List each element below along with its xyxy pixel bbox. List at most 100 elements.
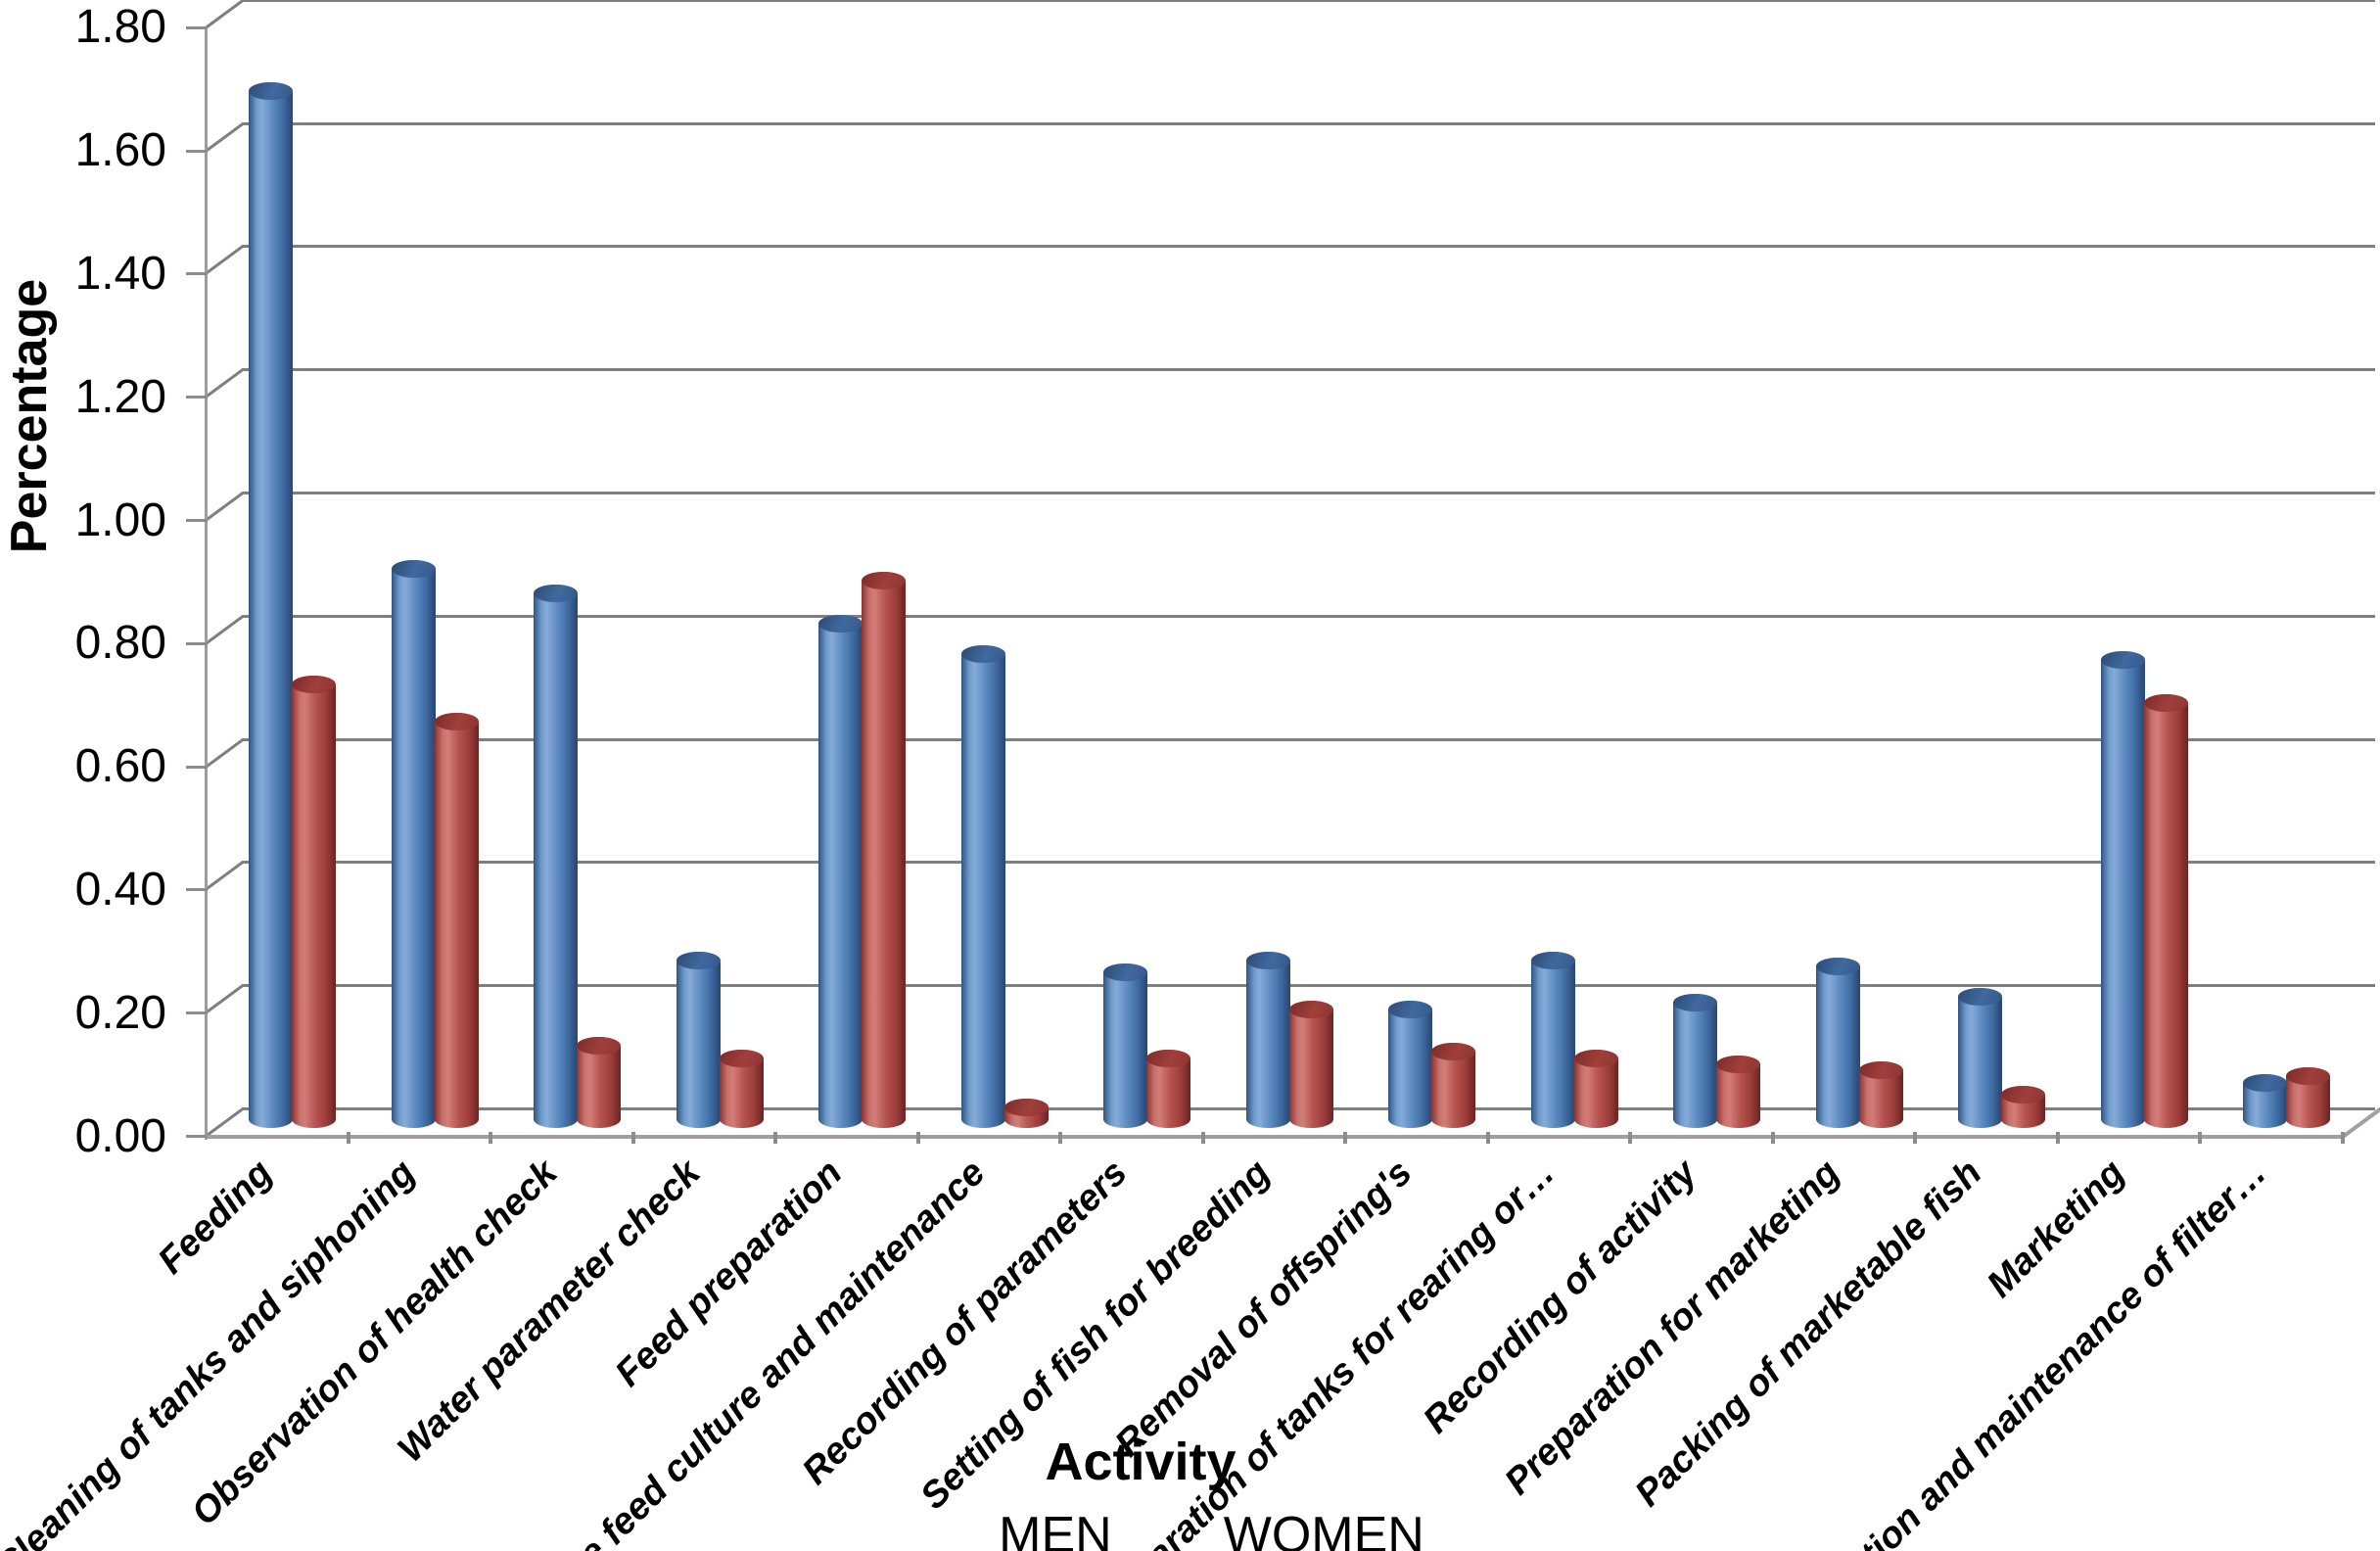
bar-women-10 [1573,1049,1618,1128]
bar-women-5 [862,572,906,1128]
floor-right-edge [2341,1106,2380,1139]
x-tick [2340,1131,2345,1144]
gridline [243,245,2375,249]
bar-women-6 [1003,1098,1049,1128]
cylinder-cap [1530,951,1575,969]
y-tick [186,1135,208,1138]
bar-men-8 [1245,951,1290,1128]
cylinder-cap [1431,1043,1475,1061]
y-tick-label: 1.20 [74,370,166,423]
gridline [243,861,2375,865]
y-tick-label: 1.00 [74,494,166,546]
gridline-connector [205,614,245,645]
cylinder-cap [862,572,906,589]
y-tick [186,272,208,276]
gridline-connector [205,983,245,1014]
y-tick [186,1011,208,1015]
bar-women-13 [2001,1086,2045,1128]
category-label: Recording of activity [1415,1152,1705,1442]
x-tick [346,1131,350,1144]
cylinder-cap [1573,1049,1618,1067]
cylinder-cap [2100,651,2145,670]
x-axis-title: Activity [1045,1433,1237,1491]
y-tick [186,765,208,769]
cylinder-cap [292,676,336,694]
y-tick-label: 0.00 [74,1109,166,1162]
y-tick [186,888,208,892]
gridline-connector [205,0,245,29]
y-tick [186,149,208,153]
legend: MEN WOMEN [0,1509,2380,1551]
gridline-connector [205,245,245,276]
x-tick [2055,1131,2060,1144]
y-tick [186,396,208,400]
gridline [243,121,2375,125]
legend-item-women: WOMEN [1181,1509,1424,1551]
bar-men-15 [2243,1073,2287,1128]
bar-women-2 [434,712,479,1128]
gridline-connector [205,1106,245,1138]
bar-women-7 [1146,1049,1190,1128]
y-tick [186,25,208,29]
x-tick [2198,1131,2202,1144]
legend-label-women: WOMEN [1223,1507,1424,1551]
y-tick-label: 0.60 [74,740,166,793]
cylinder-cap [1388,1000,1432,1018]
bar-men-7 [1103,964,1147,1128]
gridline-connector [205,737,245,769]
x-tick [1770,1131,1775,1144]
x-tick [1343,1131,1347,1144]
bar-women-14 [2143,694,2188,1128]
cylinder-cap [1288,1000,1333,1018]
cylinder-cap [2143,694,2188,712]
y-tick-label: 1.80 [74,1,166,54]
cylinder-cap [1146,1049,1190,1067]
gridline-connector [205,367,245,399]
cylinder-cap [2286,1067,2330,1086]
cylinder-cap [960,645,1005,663]
x-tick [1200,1131,1205,1144]
bar-women-8 [1288,1000,1333,1128]
x-tick [1058,1131,1062,1144]
x-tick [773,1131,777,1144]
category-label: Removal of offspring's [1107,1152,1421,1465]
gridline-connector [205,121,245,153]
x-tick [630,1131,635,1144]
y-tick-label: 1.60 [74,124,166,177]
category-label: Feeding [150,1152,281,1283]
y-tick-label: 0.40 [74,863,166,916]
bar-men-13 [1958,988,2002,1128]
x-tick [1485,1131,1490,1144]
bar-women-9 [1431,1043,1475,1128]
cylinder-cap [391,559,436,578]
gridline [243,984,2375,988]
cylinder-cap [1815,957,1860,975]
bar-women-15 [2286,1067,2330,1128]
bar-men-3 [534,584,578,1128]
cylinder-cap [577,1037,621,1055]
men-color-swatch [956,1515,985,1550]
cylinder-cap [1673,994,1717,1012]
bar-men-4 [676,951,721,1128]
cylinder-cap [434,712,479,730]
y-tick-label: 0.20 [74,986,166,1039]
legend-item-men: MEN [956,1509,1112,1551]
bar-men-14 [2100,651,2145,1128]
bar-women-4 [719,1049,764,1128]
x-tick [1913,1131,1917,1144]
category-label: Preparation and maintenance of filter… [1754,1152,2275,1551]
gridline [243,492,2375,494]
bar-men-1 [249,82,293,1128]
cylinder-cap [818,614,863,633]
x-tick [915,1131,920,1144]
gridline [243,614,2375,618]
bar-men-9 [1388,1000,1432,1128]
cylinder-cap [1858,1061,1903,1079]
cylinder-cap [1003,1098,1049,1116]
bar-men-10 [1530,951,1575,1128]
bar-women-11 [1716,1055,1760,1128]
y-axis-title: Percentage [1,278,58,554]
gridline-connector [205,861,245,892]
bar-men-2 [391,559,436,1128]
